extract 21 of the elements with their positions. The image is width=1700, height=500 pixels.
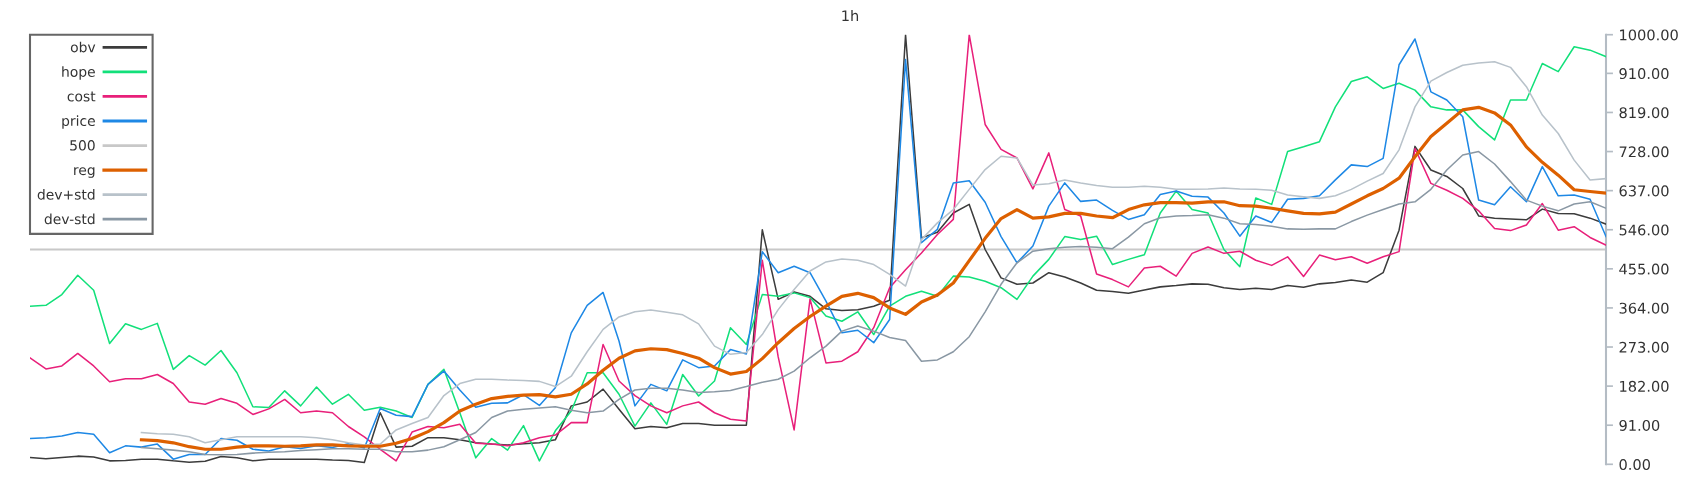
- legend-label: cost: [67, 91, 96, 102]
- y-tick-label: 728.00: [1619, 146, 1669, 158]
- y-tick-label: 910.00: [1619, 68, 1669, 80]
- legend-label: dev-std: [44, 213, 95, 225]
- y-tick-label: 0.00: [1619, 459, 1650, 471]
- legend-label: price: [62, 115, 95, 129]
- chart-title: 1h: [842, 9, 859, 22]
- y-tick-label: 1000.00: [1620, 29, 1678, 41]
- y-tick-label: 91.00: [1619, 419, 1660, 431]
- legend-label: reg: [74, 167, 95, 178]
- legend-label: dev+std: [37, 188, 95, 200]
- y-tick-label: 637.00: [1619, 185, 1669, 197]
- y-tick-label: 182.00: [1620, 380, 1669, 392]
- y-tick-label: 455.00: [1619, 263, 1669, 275]
- y-tick-label: 819.00: [1619, 107, 1669, 119]
- y-tick-label: 546.00: [1619, 224, 1669, 236]
- y-tick-label: 273.00: [1619, 341, 1669, 353]
- y-tick-label: 364.00: [1619, 302, 1669, 314]
- legend-label: 500: [70, 140, 95, 151]
- legend-label: hope: [62, 66, 95, 80]
- legend-label: obv: [70, 41, 96, 53]
